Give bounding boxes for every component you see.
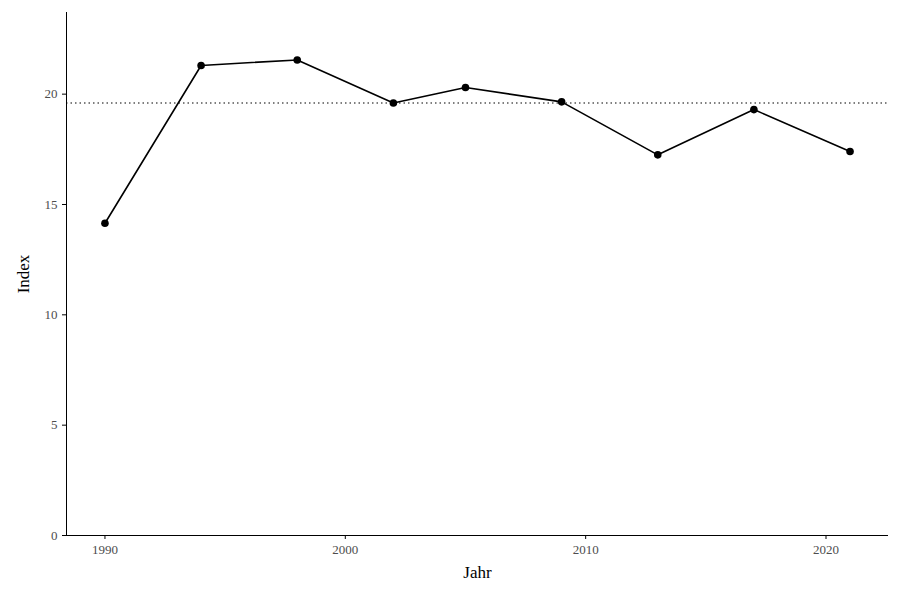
svg-text:15: 15 bbox=[45, 197, 58, 212]
svg-text:2010: 2010 bbox=[573, 542, 599, 557]
svg-text:10: 10 bbox=[45, 307, 58, 322]
svg-text:1990: 1990 bbox=[92, 542, 118, 557]
svg-text:Index: Index bbox=[14, 254, 33, 293]
svg-text:Jahr: Jahr bbox=[463, 563, 492, 582]
svg-text:5: 5 bbox=[51, 417, 58, 432]
svg-text:2020: 2020 bbox=[813, 542, 839, 557]
svg-text:0: 0 bbox=[51, 528, 58, 543]
svg-text:20: 20 bbox=[45, 86, 58, 101]
svg-text:2000: 2000 bbox=[332, 542, 358, 557]
